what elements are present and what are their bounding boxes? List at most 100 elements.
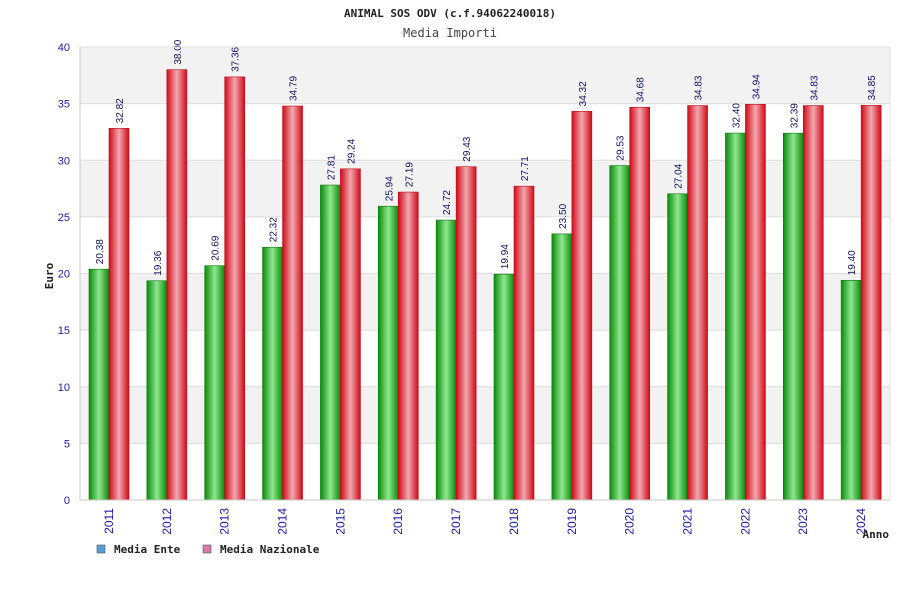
- bar-value-label: 24.72: [442, 190, 453, 215]
- y-tick-label: 30: [58, 155, 70, 167]
- bar-media-ente: [493, 273, 515, 501]
- bar-value-label: 29.24: [346, 138, 357, 163]
- x-tick-label: 2023: [796, 508, 810, 535]
- bar-media-ente: [320, 184, 341, 501]
- bar-value-label: 19.40: [847, 250, 858, 275]
- bars: [88, 69, 882, 501]
- legend: Media Ente Media Nazionale: [96, 543, 320, 556]
- value-labels: 20.38 32.82 19.36 38.00 20.69 37.36 22.32 34.79…: [95, 39, 878, 276]
- y-tick-label: 35: [58, 99, 70, 111]
- x-tick-label: 2022: [738, 508, 752, 535]
- bar-media-nazionale: [455, 166, 477, 501]
- bar-value-label: 34.94: [751, 74, 762, 99]
- legend-swatch: [96, 544, 106, 554]
- bar-media-nazionale: [224, 76, 246, 501]
- plot-band: [80, 160, 890, 217]
- y-tick-label: 40: [58, 42, 70, 54]
- bar-media-ente: [377, 205, 399, 501]
- bar-value-label: 20.38: [95, 239, 106, 264]
- bar-value-label: 27.71: [520, 156, 531, 181]
- legend-swatch: [202, 544, 212, 554]
- bar-media-ente: [551, 233, 573, 501]
- bar-media-nazionale: [340, 168, 361, 501]
- y-tick-label: 25: [58, 212, 70, 224]
- plot-band: [80, 330, 890, 387]
- legend-label: Media Ente: [114, 543, 181, 556]
- legend-label: Media Nazionale: [220, 543, 320, 556]
- bar-media-nazionale: [745, 104, 766, 501]
- bar-value-label: 23.50: [558, 203, 569, 228]
- plot-band: [80, 273, 890, 331]
- bar-media-nazionale: [513, 185, 535, 501]
- x-tick-label: 2013: [218, 508, 232, 535]
- plot-band: [80, 443, 890, 500]
- y-tick-label: 15: [58, 325, 70, 337]
- bar-media-ente: [435, 219, 457, 501]
- x-tick-label: 2015: [333, 508, 347, 535]
- x-tick-label: 2019: [565, 508, 579, 535]
- y-tick-label: 20: [58, 269, 70, 281]
- bar-media-ente: [262, 246, 283, 501]
- bar-value-label: 25.94: [384, 176, 395, 201]
- bar-value-label: 38.00: [173, 39, 184, 64]
- bar-media-ente: [609, 165, 631, 501]
- bar-value-label: 34.79: [289, 76, 300, 101]
- bar-value-label: 19.94: [500, 244, 511, 269]
- bar-value-label: 34.83: [694, 75, 705, 100]
- bar-media-nazionale: [108, 128, 130, 501]
- y-tick-label: 10: [58, 382, 70, 394]
- plot-band: [80, 47, 890, 104]
- bar-media-ente: [146, 280, 168, 501]
- y-tick-labels: 0 5 10 15 20 25 30 35 40: [58, 42, 70, 507]
- bar-media-ente: [840, 279, 862, 501]
- y-axis-label: Euro: [43, 262, 56, 289]
- x-tick-label: 2011: [102, 508, 116, 534]
- bar-media-nazionale: [166, 69, 188, 501]
- x-tick-label: 2018: [507, 508, 521, 535]
- bar-value-label: 34.83: [809, 75, 820, 100]
- bar-media-nazionale: [629, 106, 651, 501]
- bar-media-ente: [782, 132, 804, 501]
- x-tick-label: 2017: [449, 508, 463, 535]
- y-tick-label: 0: [64, 495, 70, 507]
- x-tick-label: 2024: [854, 508, 868, 535]
- bar-value-label: 20.69: [211, 235, 222, 260]
- bar-value-label: 32.39: [789, 103, 800, 128]
- axes: [79, 46, 891, 501]
- bar-value-label: 27.81: [326, 155, 337, 180]
- x-tick-label: 2012: [160, 508, 174, 535]
- bar-value-label: 29.43: [462, 136, 473, 161]
- plot-band: [80, 216, 890, 274]
- chart-title: ANIMAL SOS ODV (c.f.94062240018): [344, 7, 556, 20]
- bar-media-ente: [204, 265, 226, 501]
- bar-value-label: 29.53: [616, 135, 627, 160]
- bar-media-nazionale: [282, 105, 303, 501]
- bar-value-label: 32.40: [731, 103, 742, 128]
- y-tick-label: 5: [64, 438, 70, 450]
- bar-media-nazionale: [571, 111, 593, 501]
- bar-value-label: 34.68: [636, 77, 647, 102]
- plot-band: [80, 386, 890, 444]
- bar-media-ente: [725, 132, 746, 501]
- bar-value-label: 27.19: [404, 162, 415, 187]
- bar-value-label: 27.04: [674, 163, 685, 188]
- plot-band: [80, 103, 890, 161]
- bar-value-label: 22.32: [269, 217, 280, 242]
- bar-value-label: 34.85: [867, 75, 878, 100]
- x-tick-label: 2014: [276, 508, 290, 535]
- x-tick-label: 2016: [391, 508, 405, 535]
- bar-media-nazionale: [802, 105, 824, 501]
- bar-value-label: 32.82: [115, 98, 126, 123]
- bar-media-ente: [667, 193, 688, 501]
- x-axis-label: Anno: [863, 528, 890, 541]
- bar-media-nazionale: [687, 105, 708, 501]
- x-tick-label: 2020: [623, 508, 637, 535]
- chart-subtitle: Media Importi: [403, 26, 497, 40]
- bar-media-ente: [88, 268, 110, 501]
- bar-value-label: 37.36: [231, 46, 242, 71]
- bar-value-label: 19.36: [153, 250, 164, 275]
- bar-media-nazionale: [860, 105, 882, 501]
- x-tick-labels: 2011 2012 2013 2014 2015 2016 2017 2018 2019 2020…: [102, 508, 868, 535]
- x-tick-label: 2021: [681, 508, 695, 535]
